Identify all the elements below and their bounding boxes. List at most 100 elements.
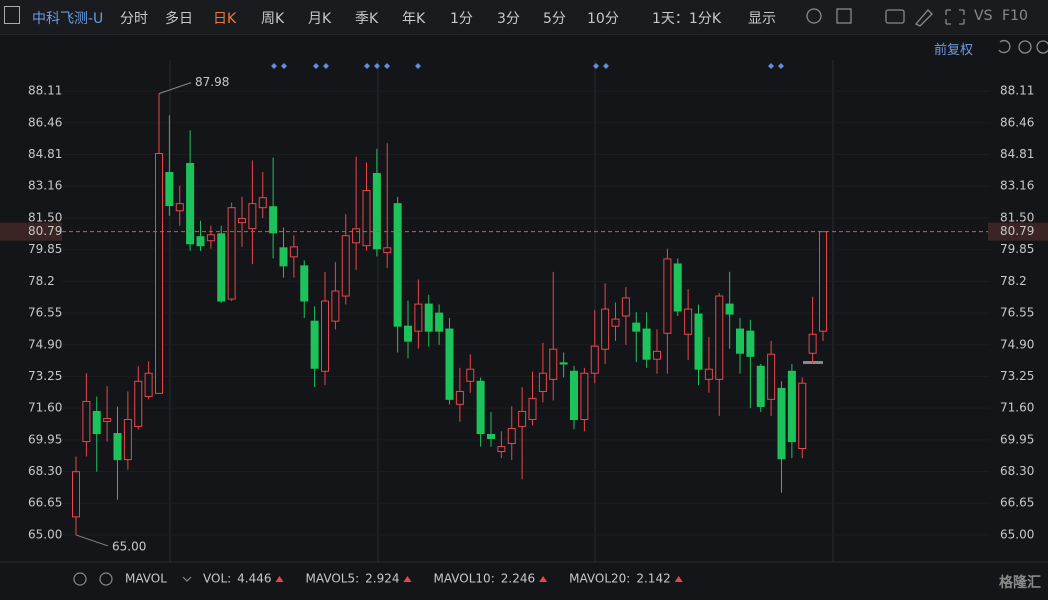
candle-body bbox=[227, 207, 236, 300]
candle bbox=[269, 157, 278, 259]
tab[interactable]: 3分 bbox=[497, 11, 520, 27]
candle bbox=[715, 292, 724, 416]
candle bbox=[653, 329, 661, 374]
vs-button[interactable]: VS bbox=[974, 8, 993, 24]
candle-body bbox=[632, 322, 641, 332]
candle bbox=[673, 258, 682, 316]
candle-body bbox=[725, 303, 734, 315]
candle bbox=[549, 271, 558, 401]
candle bbox=[113, 406, 122, 500]
candle-body bbox=[819, 231, 827, 332]
candle-body bbox=[601, 308, 610, 350]
candle bbox=[300, 260, 309, 318]
candle-body bbox=[580, 372, 589, 421]
candle-body bbox=[487, 433, 495, 440]
indicator-name[interactable]: MAVOL bbox=[125, 572, 167, 586]
y-tick-label: 79.85 bbox=[28, 242, 62, 256]
y-tick-label: 65.00 bbox=[1000, 527, 1034, 541]
tab[interactable]: 10分 bbox=[587, 11, 619, 27]
high-annotation: 87.98 bbox=[195, 75, 229, 89]
candle bbox=[538, 342, 547, 403]
f10-button[interactable]: F10 bbox=[1002, 8, 1028, 24]
y-tick-label: 88.11 bbox=[28, 84, 62, 98]
tab[interactable]: 月K bbox=[308, 11, 332, 27]
zoom-in-icon[interactable] bbox=[1036, 40, 1048, 54]
candle-body bbox=[123, 419, 132, 461]
indicator-settings-icon[interactable] bbox=[73, 572, 87, 586]
trend-arrow bbox=[539, 576, 548, 582]
candle-body bbox=[175, 203, 184, 212]
candle-body bbox=[331, 290, 340, 322]
y-tick-label: 69.95 bbox=[1000, 432, 1034, 446]
candle bbox=[528, 371, 537, 426]
indicator-dropdown[interactable] bbox=[182, 576, 192, 582]
tab[interactable]: 多日 bbox=[165, 11, 193, 27]
reset-icon[interactable] bbox=[998, 39, 1011, 54]
candle-body bbox=[372, 172, 381, 250]
candle bbox=[175, 185, 184, 226]
candle bbox=[663, 248, 672, 374]
tab[interactable]: 季K bbox=[355, 11, 379, 27]
adjust-mode[interactable]: 前复权 bbox=[934, 43, 974, 58]
y-tick-label: 66.65 bbox=[28, 496, 62, 510]
candle bbox=[414, 279, 423, 349]
candle bbox=[621, 287, 630, 345]
y-tick-label: 76.55 bbox=[28, 306, 62, 320]
menu-icon[interactable] bbox=[4, 6, 20, 24]
candle-body bbox=[528, 397, 537, 421]
y-tick-label: 86.46 bbox=[28, 115, 62, 129]
candle-body bbox=[414, 303, 423, 332]
candle bbox=[798, 377, 807, 459]
tab[interactable]: 年K bbox=[402, 11, 426, 27]
candle bbox=[819, 231, 827, 341]
tab[interactable]: 1天：1分K bbox=[652, 11, 721, 27]
indicator-close-icon[interactable] bbox=[99, 572, 113, 586]
candle bbox=[165, 115, 174, 216]
candle bbox=[590, 310, 599, 384]
candle-body bbox=[362, 190, 371, 247]
indicator-label: MAVOL20: bbox=[569, 572, 630, 586]
y-tick-label: 73.25 bbox=[1000, 369, 1034, 383]
candle bbox=[362, 162, 371, 251]
candle bbox=[476, 377, 485, 447]
candle bbox=[352, 156, 361, 270]
candle-body bbox=[238, 218, 246, 224]
tab[interactable]: 显示 bbox=[748, 11, 776, 27]
indicator-label: MAVOL10: bbox=[434, 572, 495, 586]
candle-body bbox=[684, 308, 693, 335]
candle bbox=[341, 214, 350, 305]
event-marker[interactable] bbox=[271, 63, 784, 69]
last-price-label: 80.79 bbox=[28, 224, 62, 238]
y-tick-label: 69.95 bbox=[28, 432, 62, 446]
tab[interactable]: 周K bbox=[261, 11, 285, 27]
y-tick-label: 83.16 bbox=[28, 179, 62, 193]
stock-name[interactable]: 中科飞测-U bbox=[32, 11, 104, 27]
trend-arrow bbox=[674, 576, 683, 582]
candle bbox=[393, 196, 402, 353]
tab[interactable]: 分时 bbox=[120, 11, 148, 27]
cursor-marker bbox=[803, 361, 823, 364]
last-price-box bbox=[0, 222, 62, 241]
candle-body bbox=[549, 348, 558, 380]
candle bbox=[632, 312, 641, 363]
candle bbox=[487, 412, 495, 447]
candle-body bbox=[92, 410, 101, 435]
candle-body bbox=[736, 328, 744, 354]
tab[interactable]: 1分 bbox=[450, 11, 473, 27]
candle bbox=[756, 364, 765, 413]
tab[interactable]: 日K bbox=[213, 11, 237, 27]
candle-body bbox=[767, 353, 776, 400]
candle-body bbox=[663, 258, 672, 334]
tab[interactable]: 5分 bbox=[543, 11, 566, 27]
candle-body bbox=[653, 350, 661, 360]
candle-body bbox=[186, 163, 195, 245]
y-tick-label: 76.55 bbox=[1000, 306, 1034, 320]
event-markers bbox=[271, 63, 784, 69]
candle bbox=[518, 387, 527, 480]
candle bbox=[92, 396, 101, 472]
zoom-out-icon[interactable] bbox=[1018, 40, 1032, 54]
candle-body bbox=[321, 300, 329, 372]
y-tick-label: 68.30 bbox=[28, 464, 62, 478]
candle bbox=[404, 300, 412, 359]
indicator-value: 4.446 bbox=[237, 572, 271, 586]
